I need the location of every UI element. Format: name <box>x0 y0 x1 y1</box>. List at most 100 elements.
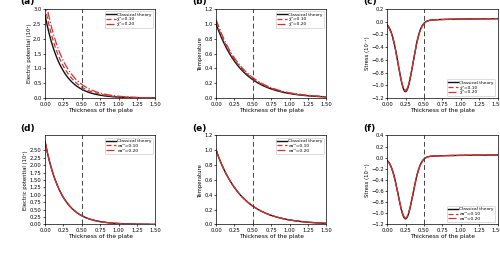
χᴵ²=0.20 <box>296 93 302 96</box>
χᴵ²=0.10 <box>125 96 131 99</box>
Text: (f): (f) <box>363 124 375 133</box>
χᴵ²=0.10 <box>468 17 473 20</box>
χᴵ²=0.10 <box>242 70 248 73</box>
eaᴵ²=0.20 <box>324 222 330 225</box>
Classical theory <box>92 219 98 222</box>
eaᴵ²=0.10 <box>213 149 219 152</box>
χᴵ²=0.10 <box>42 5 48 8</box>
Y-axis label: Electric potential (10²): Electric potential (10²) <box>24 150 28 210</box>
Classical theory <box>70 208 76 211</box>
Classical theory <box>494 17 500 20</box>
Line: eaᴵ²=0.20: eaᴵ²=0.20 <box>45 142 156 224</box>
eaᴵ²=0.10 <box>242 198 248 201</box>
χᴵ²=0.10 <box>263 85 269 88</box>
Classical theory <box>402 90 408 93</box>
Classical theory <box>384 23 390 27</box>
Classical theory <box>412 46 418 49</box>
Classical theory <box>107 221 113 224</box>
Classical theory <box>384 159 390 162</box>
χᴵ²=0.10 <box>278 90 284 93</box>
χᴵ²=0.10 <box>412 46 418 50</box>
eaᴵ²=0.10 <box>125 222 131 225</box>
eaᴵ²=0.10 <box>62 198 68 201</box>
eaᴵ²=0.20 <box>62 198 68 201</box>
χᴵ²=0.20 <box>404 87 410 91</box>
eaᴵ²=0.20 <box>213 149 219 152</box>
Line: Classical theory: Classical theory <box>216 24 326 97</box>
χᴵ²=0.10 <box>384 24 390 27</box>
χᴵ²=0.10 <box>402 89 408 92</box>
eaᴵ²=0.20 <box>458 154 464 157</box>
χᴵ²=0.20 <box>450 18 456 21</box>
Classical theory <box>450 154 456 157</box>
eaᴵ²=0.10 <box>152 223 158 226</box>
eaᴵ²=0.10 <box>404 216 410 219</box>
Classical theory <box>468 17 473 20</box>
Classical theory <box>107 95 113 98</box>
eaᴵ²=0.10 <box>468 154 473 157</box>
eaᴵ²=0.10 <box>324 222 330 225</box>
eaᴵ²=0.10 <box>494 154 500 157</box>
Legend: Classical theory, χᴵ²=0.10, χᴵ²=0.20: Classical theory, χᴵ²=0.10, χᴵ²=0.20 <box>447 79 496 96</box>
Classical theory <box>278 90 284 93</box>
χᴵ²=0.20 <box>287 91 293 94</box>
Classical theory <box>402 217 408 220</box>
χᴵ²=0.20 <box>116 95 121 98</box>
Classical theory <box>434 154 440 157</box>
eaᴵ²=0.20 <box>70 208 76 211</box>
eaᴵ²=0.20 <box>263 212 269 215</box>
Classical theory <box>404 216 410 219</box>
Line: eaᴵ²=0.20: eaᴵ²=0.20 <box>216 150 326 223</box>
eaᴵ²=0.20 <box>152 223 158 226</box>
eaᴵ²=0.10 <box>278 217 284 220</box>
Classical theory <box>263 85 269 88</box>
χᴵ²=0.10 <box>324 95 330 98</box>
Classical theory <box>213 149 219 152</box>
χᴵ²=0.20 <box>458 18 464 21</box>
Classical theory <box>213 22 219 26</box>
Line: χᴵ²=0.10: χᴵ²=0.10 <box>387 19 498 91</box>
Line: Classical theory: Classical theory <box>45 142 156 224</box>
Classical theory <box>242 71 248 75</box>
Text: (c): (c) <box>363 0 376 6</box>
Line: eaᴵ²=0.10: eaᴵ²=0.10 <box>387 155 498 218</box>
eaᴵ²=0.20 <box>404 215 410 218</box>
χᴵ²=0.10 <box>494 17 500 20</box>
eaᴵ²=0.20 <box>494 154 500 157</box>
eaᴵ²=0.20 <box>287 219 293 222</box>
Classical theory <box>412 179 418 182</box>
eaᴵ²=0.20 <box>42 140 48 143</box>
χᴵ²=0.10 <box>287 92 293 95</box>
eaᴵ²=0.20 <box>92 219 98 222</box>
eaᴵ²=0.20 <box>125 222 131 225</box>
χᴵ²=0.10 <box>458 18 464 21</box>
Classical theory <box>324 95 330 99</box>
eaᴵ²=0.10 <box>232 188 238 191</box>
Y-axis label: Stress (10⁻¹): Stress (10⁻¹) <box>364 37 370 70</box>
eaᴵ²=0.10 <box>116 222 121 225</box>
Classical theory <box>232 61 238 64</box>
Line: eaᴵ²=0.10: eaᴵ²=0.10 <box>45 142 156 224</box>
eaᴵ²=0.10 <box>402 217 408 220</box>
χᴵ²=0.10 <box>434 18 440 21</box>
eaᴵ²=0.20 <box>412 179 418 182</box>
eaᴵ²=0.10 <box>450 154 456 157</box>
χᴵ²=0.20 <box>278 89 284 92</box>
Legend: Classical theory, χᴵ²=0.10, χᴵ²=0.20: Classical theory, χᴵ²=0.10, χᴵ²=0.20 <box>276 11 324 28</box>
eaᴵ²=0.20 <box>242 198 248 201</box>
eaᴵ²=0.20 <box>434 154 440 157</box>
χᴵ²=0.20 <box>62 62 68 65</box>
χᴵ²=0.20 <box>125 95 131 99</box>
Classical theory <box>62 198 68 201</box>
Text: (a): (a) <box>20 0 35 6</box>
eaᴵ²=0.10 <box>458 154 464 157</box>
χᴵ²=0.10 <box>450 18 456 21</box>
X-axis label: Thickness of the plate: Thickness of the plate <box>239 234 304 239</box>
Classical theory <box>263 212 269 215</box>
Classical theory <box>287 92 293 95</box>
X-axis label: Thickness of the plate: Thickness of the plate <box>68 108 132 113</box>
eaᴵ²=0.10 <box>412 179 418 182</box>
χᴵ²=0.20 <box>434 18 440 21</box>
χᴵ²=0.10 <box>213 20 219 23</box>
Y-axis label: Stress (10⁻¹): Stress (10⁻¹) <box>364 163 370 197</box>
